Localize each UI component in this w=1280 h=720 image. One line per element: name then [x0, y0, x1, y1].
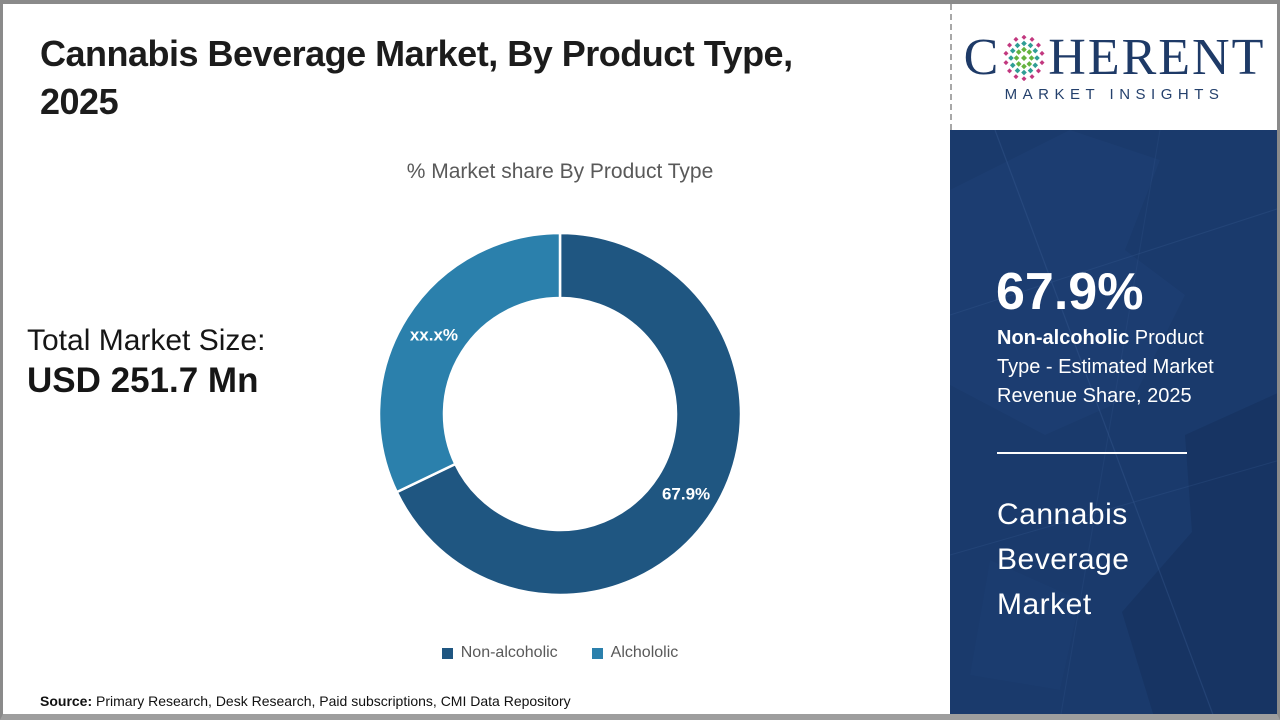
sidebar-market-name: Cannabis Beverage Market: [997, 498, 1130, 621]
donut-slice-alchololic: [377, 231, 562, 494]
source-text: Primary Research, Desk Research, Paid su…: [96, 693, 571, 709]
legend-swatch-non-alcoholic: [441, 647, 453, 659]
source-line: Source: Primary Research, Desk Research,…: [40, 693, 571, 709]
logo-wordmark: C HERENT: [963, 28, 1266, 86]
source-label: Source:: [40, 693, 93, 709]
legend-item-non-alcoholic: Non-alcoholic: [441, 644, 558, 662]
chart-subtitle: % Market share By Product Type: [406, 160, 714, 183]
logo-globe-icon: [1003, 34, 1045, 81]
legend-swatch-alcoholic: [591, 647, 603, 659]
sidebar-panel: 67.9% Non-alcoholic Product Type - Estim…: [950, 130, 1280, 720]
chart-legend: Non-alcoholic Alchololic: [120, 644, 1000, 662]
chart-subtitle-wrap: % Market share By Product Type: [120, 160, 1000, 184]
stat-description: Non-alcoholic Product Type - Estimated M…: [997, 324, 1239, 411]
brand-logo: C HERENT MARKET INSIGHTS: [950, 4, 1277, 130]
total-market-size: Total Market Size: USD 251.7 Mn: [27, 322, 265, 402]
stat-value: 67.9%: [996, 263, 1144, 321]
stat-description-rest: Product Type - Estimated Market Revenue …: [997, 327, 1214, 407]
donut-slice-non-alcoholic: [395, 231, 743, 597]
total-market-value: USD 251.7 Mn: [27, 361, 259, 400]
logo-letters-herent: HERENT: [1048, 28, 1266, 86]
total-market-label: Total Market Size:: [27, 324, 266, 357]
slice-label-alchololic: xx.x%: [410, 326, 458, 345]
sidebar-divider: [997, 452, 1187, 454]
sidebar-map-background: [950, 130, 1280, 720]
page-title-line1: Cannabis Beverage Market, By Product Typ…: [40, 33, 793, 74]
page-title-line2: 2025: [40, 81, 119, 122]
stat-description-bold: Non-alcoholic: [997, 327, 1130, 349]
logo-tagline: MARKET INSIGHTS: [1004, 85, 1225, 103]
logo-letter-c: C: [963, 28, 1001, 86]
legend-label-alcoholic: Alchololic: [610, 644, 679, 661]
donut-chart-container: 67.9% xx.x%: [370, 224, 750, 604]
page-title: Cannabis Beverage Market, By Product Typ…: [40, 30, 920, 126]
donut-chart: 67.9% xx.x%: [377, 231, 743, 597]
slice-label-non-alcoholic: 67.9%: [662, 484, 710, 503]
legend-item-alcoholic: Alchololic: [591, 644, 679, 662]
legend-label-non-alcoholic: Non-alcoholic: [460, 644, 558, 661]
